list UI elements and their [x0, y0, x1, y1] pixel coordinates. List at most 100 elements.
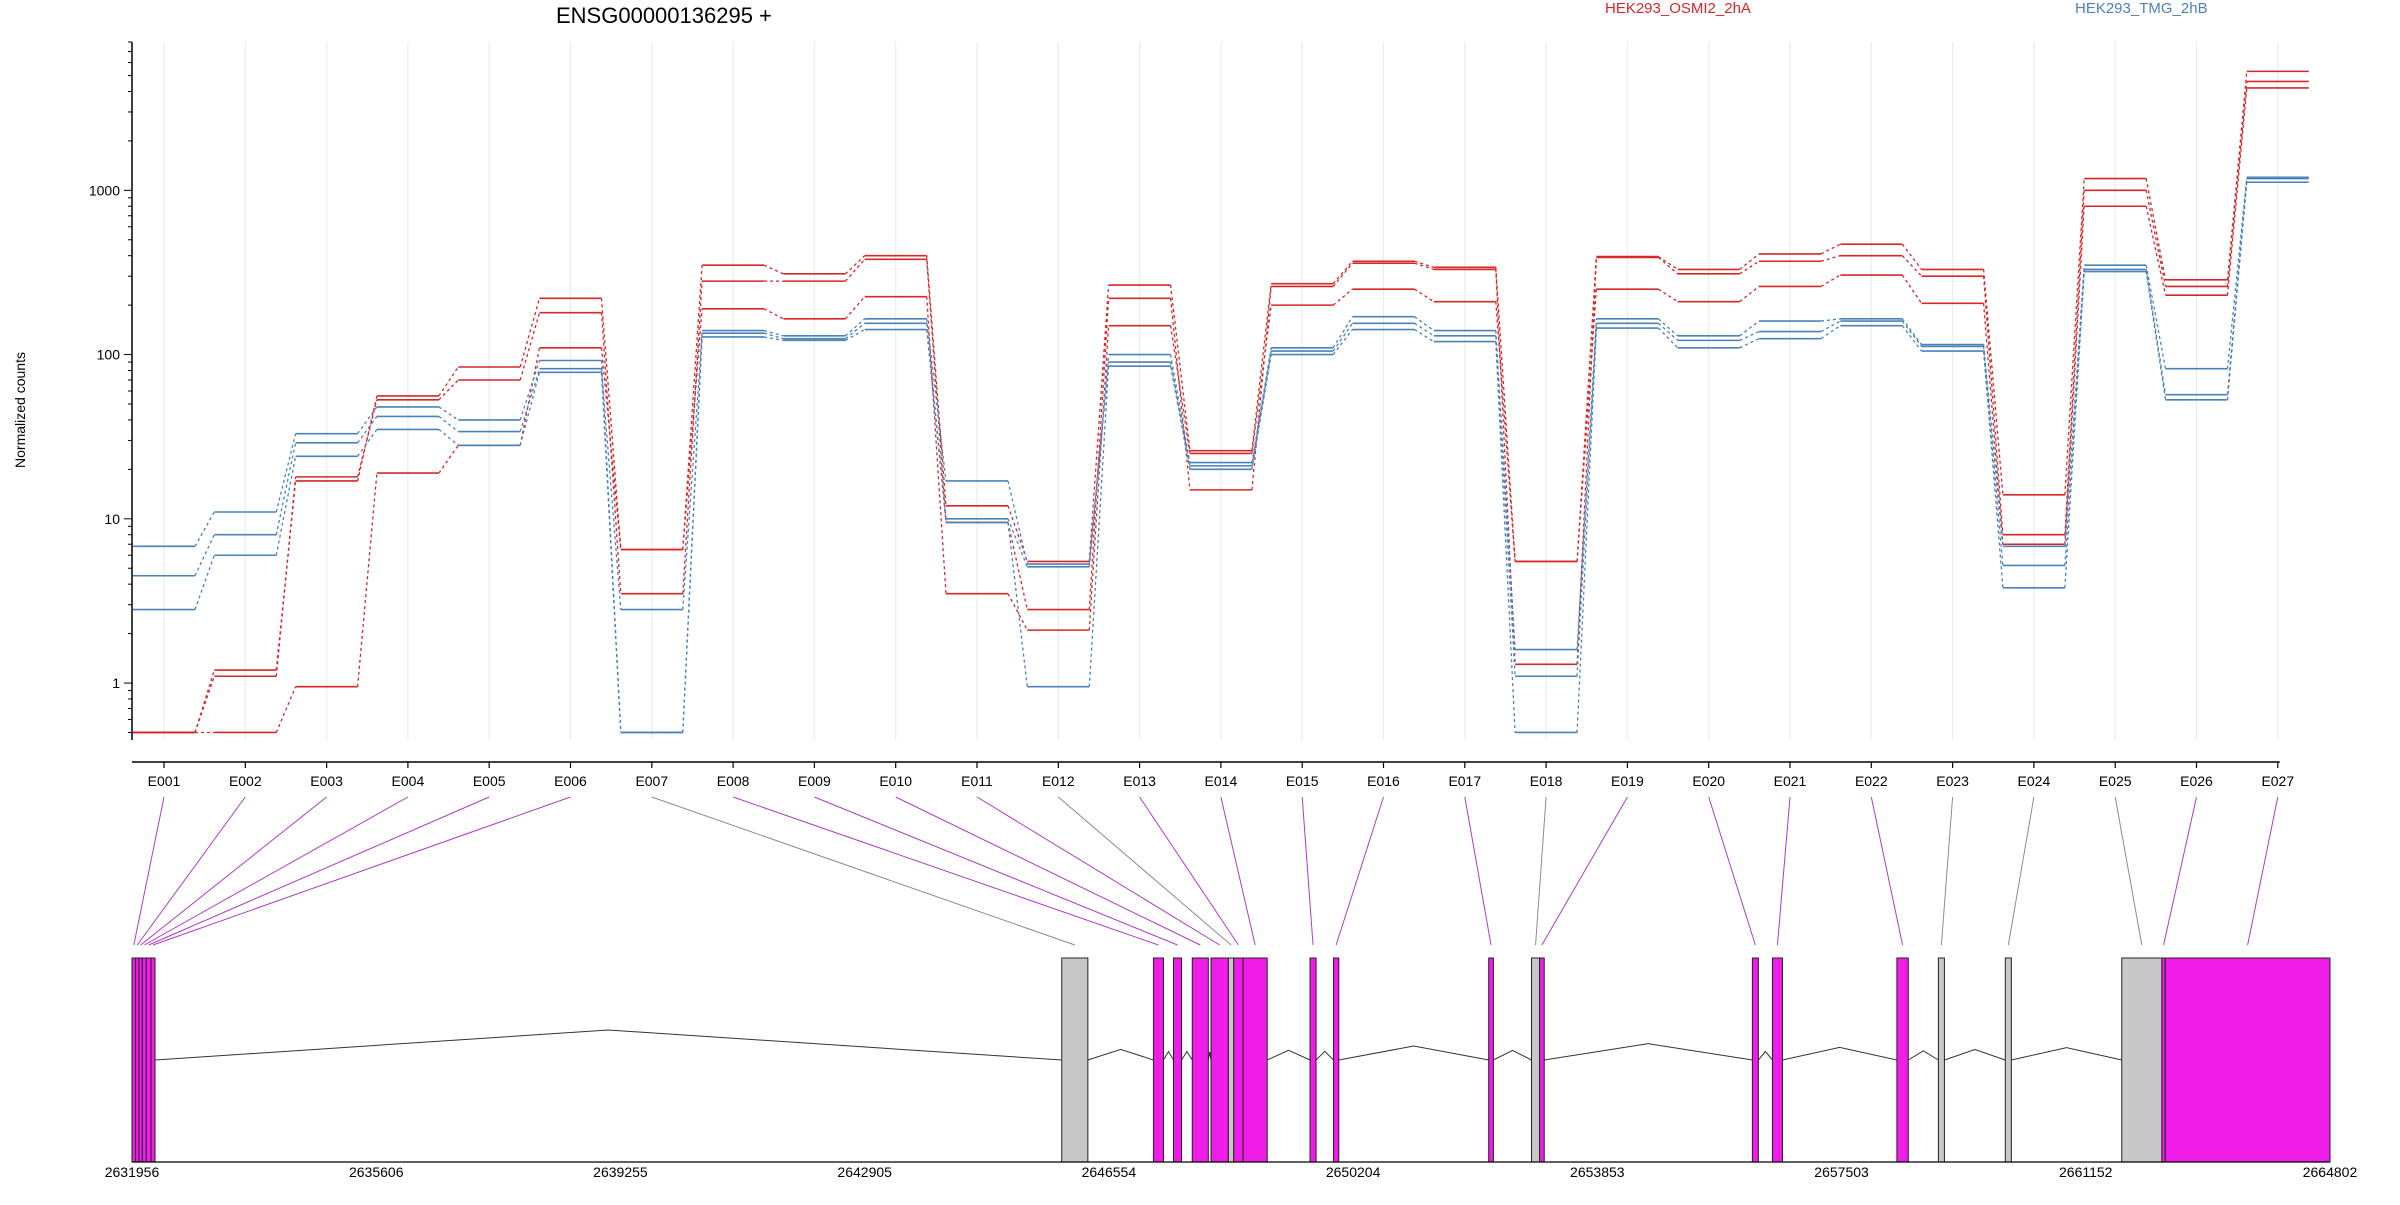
transition-E005	[519, 360, 541, 421]
coordinate-label: 2661152	[2059, 1164, 2113, 1180]
axes: 1 10 100 1000 E001 E002 E003 E004 E005 E006 E007 E0…	[89, 41, 2294, 789]
transition-E014	[1251, 350, 1272, 466]
transition-E026	[2226, 182, 2248, 400]
x-tick-label-E027: E027	[2261, 773, 2294, 789]
transition-E011	[1007, 480, 1028, 565]
connector-E003	[140, 796, 327, 946]
exon-box-E012	[1227, 957, 1235, 1163]
exon-connectors	[133, 796, 2279, 946]
transition-E018	[1576, 257, 1598, 665]
transition-E012	[1088, 325, 1110, 631]
transition-E002	[275, 442, 297, 535]
transition-E009	[844, 322, 866, 340]
transition-E021	[1820, 325, 1841, 340]
transition-E020	[1739, 285, 1760, 303]
transition-E014	[1251, 283, 1272, 451]
exon-box-E008	[1152, 957, 1164, 1163]
transition-E024	[2064, 206, 2085, 545]
exon-box-E002	[135, 957, 140, 1163]
series-lines	[133, 70, 2309, 734]
transition-E021	[1820, 320, 1841, 333]
transition-E004	[438, 366, 459, 397]
series-2-3	[133, 181, 2309, 734]
transition-E001	[194, 676, 215, 733]
x-tick-label-E005: E005	[473, 773, 506, 789]
x-tick-label-E022: E022	[1855, 773, 1888, 789]
x-tick-label-E004: E004	[392, 773, 425, 789]
transition-E023	[1982, 351, 2004, 588]
x-tick-label-E026: E026	[2180, 773, 2213, 789]
x-tick-label-E003: E003	[310, 773, 343, 789]
transition-E019	[1657, 327, 1679, 349]
transition-E007	[682, 308, 703, 550]
transition-E008	[763, 308, 784, 320]
transition-E013	[1169, 361, 1191, 467]
exon-box-E018	[1531, 957, 1541, 1163]
transition-E023	[1982, 344, 2004, 547]
transition-E002	[275, 456, 297, 556]
transition-E005	[519, 372, 541, 446]
transition-E007	[682, 333, 703, 610]
transition-E016	[1414, 328, 1435, 343]
connector-E011	[976, 796, 1220, 946]
transition-E019	[1657, 318, 1679, 337]
transition-E016	[1414, 288, 1435, 303]
transition-E012	[1088, 298, 1110, 610]
transition-E018	[1576, 328, 1598, 733]
exon-box-E022	[1896, 957, 1909, 1163]
transition-E016	[1414, 260, 1434, 268]
transition-E015	[1332, 329, 1354, 355]
exon-box-E026	[2161, 957, 2166, 1163]
transition-E020	[1739, 253, 1760, 270]
x-tick-label-E019: E019	[1611, 773, 1644, 789]
transition-E013	[1169, 284, 1191, 451]
transition-E014	[1251, 286, 1272, 490]
transition-E017	[1495, 267, 1516, 562]
transition-E013	[1169, 366, 1191, 470]
connector-E015	[1301, 796, 1314, 946]
y-axis-label: Normalized counts	[12, 352, 28, 468]
x-tick-label-E024: E024	[2018, 773, 2051, 789]
connector-E027	[2247, 796, 2279, 946]
y-tick-label-10: 10	[104, 511, 120, 527]
x-tick-label-E016: E016	[1367, 773, 1400, 789]
transition-E002	[275, 686, 297, 733]
transition-E004	[438, 415, 459, 433]
x-tick-label-E008: E008	[717, 773, 750, 789]
transition-E017	[1495, 269, 1516, 665]
connector-E016	[1335, 796, 1384, 946]
transition-E004	[438, 428, 459, 446]
transition-E014	[1251, 347, 1272, 463]
transition-E024	[2064, 178, 2085, 495]
intron-line	[1315, 1050, 1334, 1061]
connector-E023	[1940, 796, 1954, 946]
x-tick-label-E018: E018	[1530, 773, 1563, 789]
transition-E015	[1332, 260, 1353, 285]
y-tick-label-100: 100	[97, 347, 121, 363]
transition-E010	[926, 296, 947, 594]
x-tick-label-E007: E007	[635, 773, 668, 789]
transition-E016	[1414, 262, 1434, 271]
intron-line	[1782, 1046, 1898, 1061]
transition-E020	[1739, 260, 1760, 275]
transition-E024	[2064, 269, 2085, 566]
transition-E010	[926, 255, 947, 506]
transition-E011	[1007, 522, 1028, 687]
transition-E003	[357, 429, 378, 457]
transition-E006	[600, 298, 622, 550]
transition-E006	[600, 372, 622, 733]
transition-E021	[1820, 243, 1841, 255]
transition-E021	[1820, 274, 1841, 287]
transition-E009	[845, 328, 866, 341]
transition-E023	[1982, 276, 2004, 535]
transition-E025	[2145, 271, 2167, 400]
connector-E004	[144, 796, 409, 946]
connector-E022	[1870, 796, 1904, 946]
transition-E003	[356, 399, 378, 478]
connector-E007	[651, 796, 1075, 946]
transition-E022	[1901, 255, 1923, 277]
transition-E007	[682, 336, 703, 733]
connector-E021	[1776, 796, 1791, 946]
exon-box-E009	[1173, 957, 1183, 1163]
